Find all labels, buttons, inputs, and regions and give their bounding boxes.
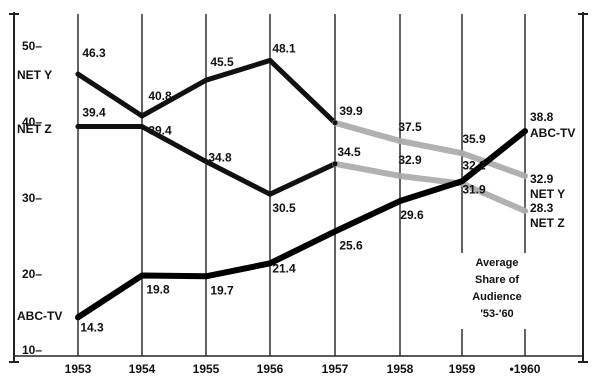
value-label-net-z-1960: 28.3 (530, 201, 554, 215)
annotation-line-1: Average (475, 257, 518, 269)
data-point-net-y-1953 (75, 71, 81, 77)
data-point-net-z-1954 (139, 124, 145, 130)
value-label-net-z-1955: 34.8 (208, 151, 232, 165)
value-label-net-y-1955: 45.5 (210, 55, 234, 69)
value-label-abc-tv-1956: 21.4 (272, 261, 296, 275)
data-point-abc-tv-1955 (203, 273, 209, 279)
data-point-net-y-1956 (267, 57, 273, 63)
y-axis-ticks: 10– 20– 30– 40– 50– (22, 39, 42, 357)
value-label-net-z-1956: 30.5 (272, 201, 296, 215)
series-end-label-abc-tv: ABC-TV (530, 126, 575, 140)
series-lines (75, 57, 528, 321)
data-point-net-y-1954 (139, 113, 145, 119)
data-point-abc-tv-1953 (75, 314, 81, 320)
value-label-net-z-1957: 34.5 (337, 145, 361, 159)
value-label-net-z-1954: 39.4 (148, 124, 172, 138)
data-point-net-z-1958 (397, 173, 403, 179)
x-tick-label-1960: •1960 (510, 362, 541, 376)
data-point-abc-tv-1960 (522, 128, 528, 134)
x-tick-label-1955: 1955 (193, 362, 220, 376)
series-start-label-net-z: NET Z (17, 122, 52, 136)
chart-frame (9, 12, 588, 363)
series-line-abc-tv (75, 128, 528, 321)
value-label-abc-tv-1955: 19.7 (210, 283, 234, 297)
y-tick-label-40: 40– (22, 115, 42, 129)
value-label-abc-tv-1953: 14.3 (80, 320, 104, 334)
series-line-net-z-late (332, 160, 528, 214)
value-label-net-y-1959: 35.9 (462, 132, 486, 146)
data-point-abc-tv-1959 (459, 178, 465, 184)
series-end-label-net-z: NET Z (530, 216, 565, 230)
value-label-net-z-1959: 31.9 (462, 183, 486, 197)
value-label-net-z-1953: 39.4 (82, 106, 106, 120)
data-point-net-y-1958 (397, 138, 403, 144)
x-tick-label-1954: 1954 (129, 362, 156, 376)
value-label-net-y-1957: 39.9 (339, 104, 363, 118)
data-point-net-y-1955 (203, 77, 209, 83)
x-tick-label-1959: 1959 (449, 362, 476, 376)
value-label-net-y-1956: 48.1 (272, 41, 296, 55)
value-label-abc-tv-1957: 25.6 (339, 238, 363, 252)
value-label-net-z-1958: 32.9 (398, 153, 422, 167)
annotation-box: Average Share of Audience '53-'60 (455, 253, 539, 329)
y-tick-label-50: 50– (22, 39, 42, 53)
value-label-abc-tv-1958: 29.6 (400, 208, 424, 222)
data-point-net-y-1960 (522, 173, 528, 179)
data-point-net-y-1957 (332, 120, 338, 126)
data-point-abc-tv-1954 (139, 273, 145, 279)
data-point-net-z-1957 (332, 161, 338, 167)
annotation-line-3: Audience (472, 291, 522, 303)
data-point-abc-tv-1956 (267, 260, 273, 266)
y-tick-label-30: 30– (22, 191, 42, 205)
x-tick-label-1956: 1956 (257, 362, 284, 376)
data-point-net-z-1953 (75, 124, 81, 130)
y-tick-label-20: 20– (22, 267, 42, 281)
series-end-label-net-y: NET Y (530, 187, 565, 201)
value-label-abc-tv-1959: 32.2 (462, 158, 486, 172)
data-point-abc-tv-1958 (397, 198, 403, 204)
x-tick-label-1953: 1953 (65, 362, 92, 376)
data-point-net-y-1959 (459, 150, 465, 156)
annotation-line-2: Share of (475, 274, 519, 286)
data-point-net-z-1956 (267, 191, 273, 197)
x-axis-ticks: 1953 1954 1955 1956 1957 1958 1959 •1960 (65, 362, 541, 376)
value-labels: 46.3 40.8 45.5 48.1 39.9 37.5 35.9 32.9 39.4 39.4… (80, 41, 553, 334)
data-point-net-z-1960 (522, 208, 528, 214)
value-label-abc-tv-1954: 19.8 (146, 283, 170, 297)
data-point-net-z-1955 (203, 159, 209, 165)
series-labels: NET Y NET Y NET Z NET Z ABC-TV ABC-TV (17, 68, 575, 323)
annotation-line-4: '53-'60 (480, 308, 513, 320)
x-tick-label-1958: 1958 (387, 362, 414, 376)
value-label-net-y-1958: 37.5 (398, 120, 422, 134)
value-label-net-y-1954: 40.8 (148, 89, 172, 103)
series-line-net-y-late (332, 119, 528, 179)
value-label-net-y-1953: 46.3 (82, 46, 106, 60)
value-label-net-y-1960: 32.9 (530, 172, 554, 186)
x-tick-label-1957: 1957 (322, 362, 349, 376)
y-tick-label-10: 10– (22, 343, 42, 357)
data-point-abc-tv-1957 (332, 228, 338, 234)
series-start-label-abc-tv: ABC-TV (17, 309, 62, 323)
value-label-abc-tv-1960: 38.8 (530, 110, 554, 124)
vertical-grid (77, 14, 526, 356)
series-start-label-net-y: NET Y (17, 68, 52, 82)
